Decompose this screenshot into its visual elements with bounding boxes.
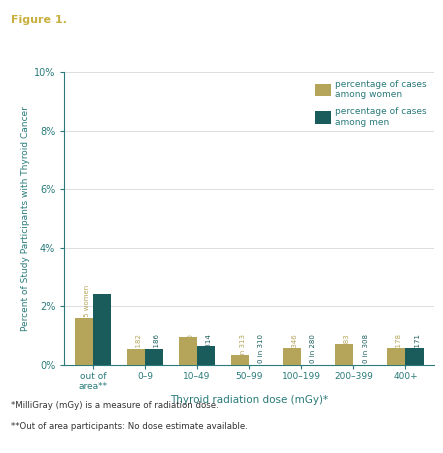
- Bar: [127, 349, 145, 365]
- Bar: [283, 348, 301, 365]
- X-axis label: Thyroid radiation dose (mGy)*: Thyroid radiation dose (mGy)*: [170, 395, 328, 405]
- Text: 1 in 182: 1 in 182: [136, 334, 142, 363]
- Bar: [387, 348, 405, 365]
- Text: 0 in 308: 0 in 308: [362, 334, 369, 363]
- Text: OCCURRENCE OF THYROID CANCER AMONG FEMALE
AND MALE HTDS PARTICIPANTS: OCCURRENCE OF THYROID CANCER AMONG FEMAL…: [86, 15, 403, 39]
- Text: 1 in 313: 1 in 313: [240, 334, 246, 363]
- Text: *MilliGray (mGy) is a measure of radiation dose.: *MilliGray (mGy) is a measure of radiati…: [11, 401, 219, 410]
- Text: 2 in 314: 2 in 314: [206, 334, 212, 363]
- Text: 3 cases in 124 men: 3 cases in 124 men: [102, 295, 108, 363]
- Text: 2 cases in 125 women: 2 cases in 125 women: [84, 285, 90, 363]
- Bar: [405, 347, 424, 365]
- Text: **Out of area participants: No dose estimate available.: **Out of area participants: No dose esti…: [11, 422, 248, 431]
- Text: 0 in 310: 0 in 310: [258, 334, 264, 363]
- Bar: [145, 349, 163, 365]
- Bar: [231, 355, 249, 365]
- Bar: [93, 294, 111, 365]
- Legend: percentage of cases
among women, percentage of cases
among men: percentage of cases among women, percent…: [312, 77, 430, 130]
- Bar: [335, 344, 354, 365]
- Text: Figure 1.: Figure 1.: [11, 15, 67, 25]
- Text: 3 in 320: 3 in 320: [188, 334, 194, 363]
- Text: 1 in 178: 1 in 178: [396, 334, 402, 363]
- Bar: [75, 318, 93, 365]
- Bar: [197, 346, 215, 365]
- Text: 1 in 171: 1 in 171: [415, 334, 420, 363]
- Bar: [179, 337, 197, 365]
- Text: 0 in 280: 0 in 280: [311, 334, 316, 363]
- Text: 2 in 346: 2 in 346: [292, 334, 298, 363]
- Text: 1 in 186: 1 in 186: [154, 334, 160, 363]
- Text: 2 in 283: 2 in 283: [344, 334, 350, 363]
- Y-axis label: Percent of Study Participants with Thyroid Cancer: Percent of Study Participants with Thyro…: [21, 106, 30, 331]
